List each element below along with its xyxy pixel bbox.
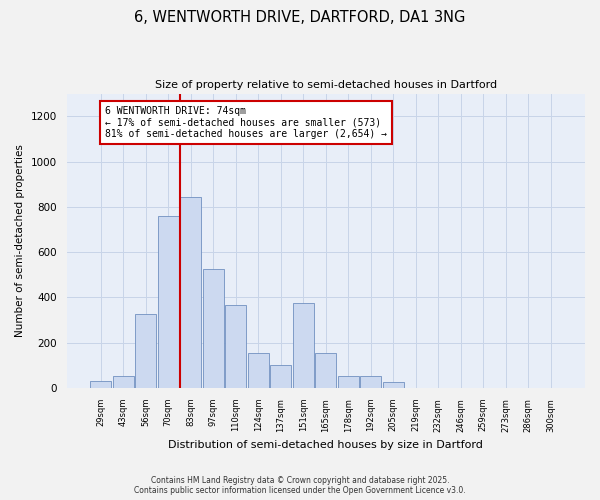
Bar (135, 314, 157, 388)
Text: Contains HM Land Registry data © Crown copyright and database right 2025.
Contai: Contains HM Land Registry data © Crown c… (134, 476, 466, 495)
Text: 6 WENTWORTH DRIVE: 74sqm
← 17% of semi-detached houses are smaller (573)
81% of : 6 WENTWORTH DRIVE: 74sqm ← 17% of semi-d… (105, 106, 387, 139)
Title: Size of property relative to semi-detached houses in Dartford: Size of property relative to semi-detach… (155, 80, 497, 90)
Bar (360, 376, 382, 388)
Y-axis label: Number of semi-detached properties: Number of semi-detached properties (15, 144, 25, 337)
Bar (180, 196, 202, 388)
Text: 6, WENTWORTH DRIVE, DARTFORD, DA1 3NG: 6, WENTWORTH DRIVE, DARTFORD, DA1 3NG (134, 10, 466, 25)
Bar (270, 366, 292, 388)
Bar (293, 303, 314, 388)
Bar (158, 216, 179, 388)
X-axis label: Distribution of semi-detached houses by size in Dartford: Distribution of semi-detached houses by … (169, 440, 483, 450)
Bar (315, 353, 337, 388)
Bar (203, 269, 224, 388)
Bar (248, 353, 269, 388)
Bar (383, 382, 404, 388)
Bar (113, 376, 134, 388)
Bar (338, 376, 359, 388)
Bar (225, 306, 247, 388)
Bar (90, 382, 112, 388)
